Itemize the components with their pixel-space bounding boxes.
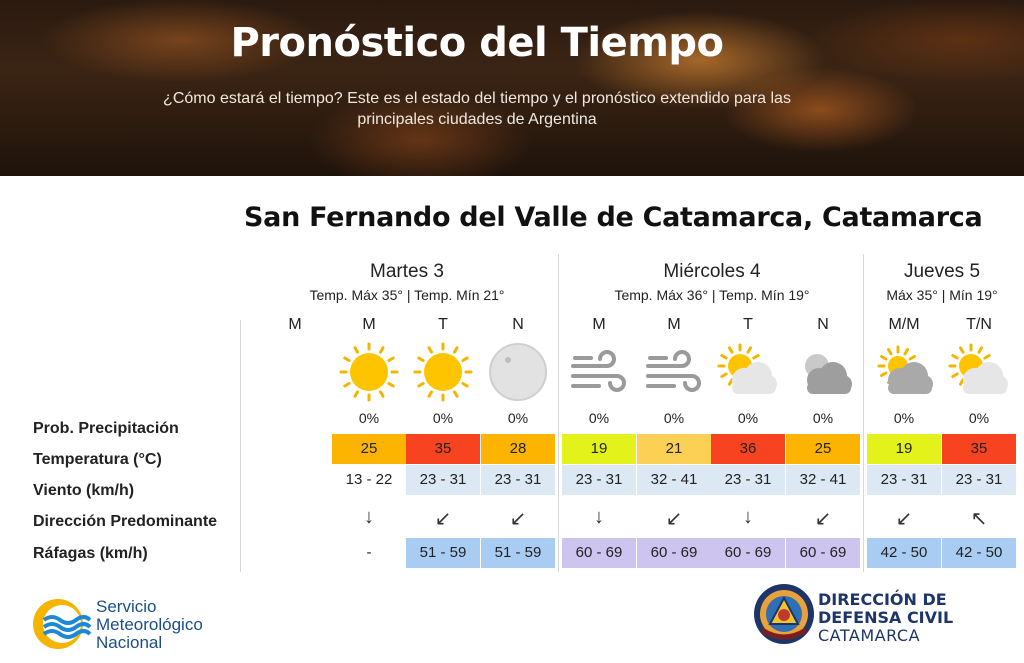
- moon-icon: [486, 340, 550, 404]
- wind-direction-arrow-icon: ↙: [814, 508, 832, 530]
- subtitle-line-1: ¿Cómo estará el tiempo? Este es el estad…: [163, 90, 791, 107]
- wind-direction-arrow-icon: ↙: [434, 508, 452, 530]
- gusts-cell: 51 - 59: [406, 538, 480, 568]
- city-title: San Fernando del Valle de Catamarca, Cat…: [244, 202, 983, 233]
- day-header-2: Miércoles 4 Temp. Máx 36° | Temp. Mín 19…: [562, 261, 862, 303]
- smn-line-1: Servicio: [96, 597, 157, 616]
- temperature-cell: 35: [942, 434, 1016, 464]
- sun-cloud-grey-icon: [872, 340, 936, 404]
- period-label: T/N: [966, 316, 992, 333]
- day-temps: Máx 35° | Mín 19°: [886, 287, 998, 303]
- hero-banner: Pronóstico del Tiempo ¿Cómo estará el ti…: [0, 0, 1024, 176]
- period-label: N: [817, 316, 829, 333]
- gusts-cell: 60 - 69: [562, 538, 636, 568]
- label-gusts: Ráfagas (km/h): [33, 545, 148, 562]
- wind-direction-arrow-icon: ↙: [509, 508, 527, 530]
- sun-cloud-icon: [947, 340, 1011, 404]
- label-precipitation: Prob. Precipitación: [33, 420, 179, 437]
- page-title: Pronóstico del Tiempo: [230, 20, 724, 66]
- precipitation-value: 0%: [812, 410, 834, 426]
- panel-divider: [863, 254, 864, 572]
- temperature-cell: 25: [786, 434, 860, 464]
- day-header-1: Martes 3 Temp. Máx 35° | Temp. Mín 21°: [262, 261, 552, 303]
- gusts-cell: 42 - 50: [867, 538, 941, 568]
- wind-direction-arrow-icon: ↙: [895, 508, 913, 530]
- day-name: Jueves 5: [903, 261, 981, 282]
- wind-direction-arrow-icon: ↓: [364, 506, 374, 528]
- period-label: M: [667, 316, 681, 333]
- wind-cell: 13 - 22: [332, 465, 406, 495]
- wind-cell: 32 - 41: [786, 465, 860, 495]
- precipitation-value: 0%: [893, 410, 915, 426]
- smn-line-3: Nacional: [96, 633, 163, 652]
- gusts-cell: -: [332, 538, 406, 568]
- wind-direction-arrow-icon: ↙: [665, 508, 683, 530]
- wind-direction-arrow-icon: ↓: [594, 506, 604, 528]
- wind-direction-arrow-icon: ↓: [743, 506, 753, 528]
- period-label: M: [288, 316, 302, 333]
- period-label: T: [438, 316, 448, 333]
- temperature-cell: 21: [637, 434, 711, 464]
- sun-cloud-icon: [716, 340, 780, 404]
- gusts-cell: 60 - 69: [786, 538, 860, 568]
- temperature-cell: 36: [711, 434, 785, 464]
- moon-cloud-icon: [791, 340, 855, 404]
- day-temps: Temp. Máx 35° | Temp. Mín 21°: [309, 287, 505, 303]
- smn-logo-text: Servicio Meteorológico Nacional: [96, 598, 203, 652]
- gusts-cell: 60 - 69: [711, 538, 785, 568]
- wind-cell: 23 - 31: [942, 465, 1016, 495]
- period-label: N: [512, 316, 524, 333]
- wind-icon: [642, 340, 706, 404]
- sun-icon: [337, 340, 401, 404]
- precipitation-value: 0%: [968, 410, 990, 426]
- sun-icon: [411, 340, 475, 404]
- period-label: T: [743, 316, 753, 333]
- precipitation-value: 0%: [588, 410, 610, 426]
- defensa-civil-logo-text: DIRECCIÓN DE DEFENSA CIVIL CATAMARCA: [818, 591, 953, 645]
- dc-line-1: DIRECCIÓN DE: [818, 590, 947, 609]
- precipitation-value: 0%: [432, 410, 454, 426]
- period-label: M: [362, 316, 376, 333]
- dc-line-2: DEFENSA CIVIL: [818, 608, 954, 627]
- label-direction: Dirección Predominante: [33, 513, 218, 530]
- wind-icon: [567, 340, 631, 404]
- temperature-cell: 19: [867, 434, 941, 464]
- gusts-cell: 60 - 69: [637, 538, 711, 568]
- precipitation-value: 0%: [358, 410, 380, 426]
- day-name: Martes 3: [370, 261, 444, 282]
- day-name: Miércoles 4: [663, 261, 761, 282]
- temperature-cell: 35: [406, 434, 480, 464]
- gusts-cell: 42 - 50: [942, 538, 1016, 568]
- wind-cell: 23 - 31: [406, 465, 480, 495]
- panel-divider: [240, 320, 241, 572]
- period-label: M: [592, 316, 606, 333]
- temperature-cell: 25: [332, 434, 406, 464]
- precipitation-value: 0%: [507, 410, 529, 426]
- temperature-cell: 28: [481, 434, 555, 464]
- precipitation-value: 0%: [663, 410, 685, 426]
- wind-direction-arrow-icon: ↖: [970, 508, 988, 530]
- wind-cell: 32 - 41: [637, 465, 711, 495]
- wind-cell: 23 - 31: [562, 465, 636, 495]
- wind-cell: 23 - 31: [867, 465, 941, 495]
- gusts-cell: 51 - 59: [481, 538, 555, 568]
- smn-line-2: Meteorológico: [96, 615, 203, 634]
- label-wind: Viento (km/h): [33, 482, 135, 499]
- day-temps: Temp. Máx 36° | Temp. Mín 19°: [614, 287, 810, 303]
- wind-cell: 23 - 31: [481, 465, 555, 495]
- defensa-civil-emblem-icon: [754, 584, 814, 644]
- page-subtitle: ¿Cómo estará el tiempo? Este es el estad…: [120, 88, 834, 130]
- precipitation-value: 0%: [737, 410, 759, 426]
- panel-divider: [558, 254, 559, 572]
- subtitle-line-2: principales ciudades de Argentina: [357, 111, 597, 128]
- smn-logo-icon: [33, 599, 92, 649]
- dc-line-3: CATAMARCA: [818, 626, 921, 645]
- label-temperature: Temperatura (°C): [33, 451, 162, 468]
- wind-cell: 23 - 31: [711, 465, 785, 495]
- day-header-3: Jueves 5 Máx 35° | Mín 19°: [867, 261, 1017, 303]
- temperature-cell: 19: [562, 434, 636, 464]
- period-label: M/M: [888, 316, 920, 333]
